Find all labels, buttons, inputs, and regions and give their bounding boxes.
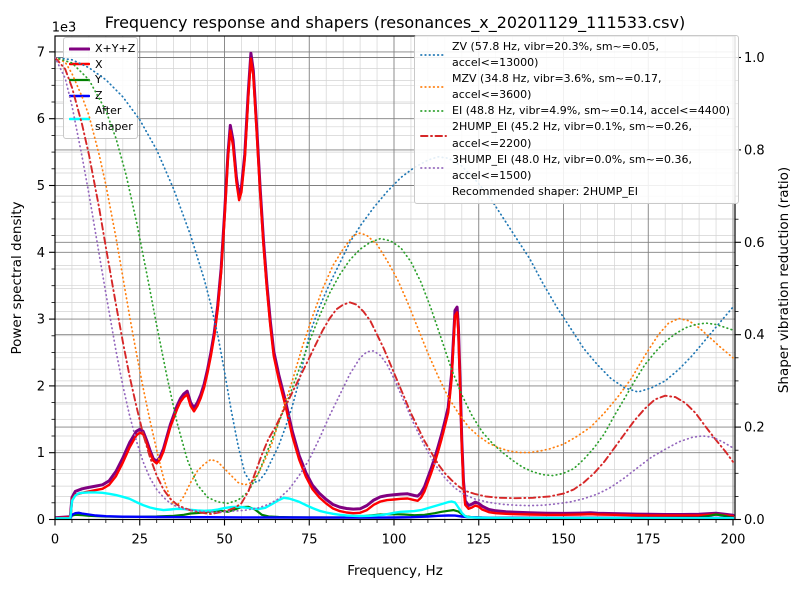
- y-axis-label-right: Shaper vibration reduction (ratio): [776, 166, 792, 394]
- legend-item-ZV: ZV (57.8 Hz, vibr=20.3%, sm~=0.05, accel…: [420, 39, 732, 71]
- y-axis-label-left: Power spectral density: [9, 201, 25, 355]
- legend-swatch-3HUMP-EI: [420, 166, 447, 169]
- legend-item-After-shaper: After shaper: [69, 103, 133, 134]
- x-tick-label: 125: [466, 533, 491, 548]
- y-left-tick-label: 3: [37, 313, 45, 328]
- y-left-tick-label: 1: [37, 446, 45, 461]
- y-left-tick-label: 4: [37, 246, 45, 261]
- x-tick-label: 25: [131, 533, 148, 548]
- legend-item-Z: Z: [69, 88, 131, 104]
- y-right-tick-label: 0.0: [744, 513, 765, 528]
- legend-shapers: ZV (57.8 Hz, vibr=20.3%, sm~=0.05, accel…: [414, 35, 739, 204]
- legend-note-label: Recommended shaper: 2HUMP_EI: [452, 184, 638, 198]
- legend-swatch-After-shaper: [69, 117, 90, 121]
- legend-swatch-Z: [69, 94, 90, 97]
- legend-item-X: X: [69, 57, 131, 73]
- legend-label: After shaper: [95, 104, 133, 133]
- y-axis-offset-label: 1e3: [51, 20, 77, 36]
- legend-swatch-EI: [420, 110, 447, 113]
- y-left-tick-label: 5: [37, 179, 45, 194]
- legend-swatch-Y: [69, 78, 90, 82]
- chart-title: Frequency response and shapers (resonanc…: [104, 13, 686, 32]
- x-tick-label: 50: [216, 533, 233, 548]
- y-left-tick-label: 7: [37, 45, 45, 60]
- legend-label: Z: [95, 88, 103, 102]
- legend-label: 2HUMP_EI (45.2 Hz, vibr=0.1%, sm~=0.26, …: [452, 120, 693, 150]
- x-axis-label: Frequency, Hz: [347, 563, 443, 579]
- y-right-tick-label: 0.4: [744, 328, 765, 343]
- y-right-tick-label: 1.0: [744, 51, 765, 66]
- legend-psd: X+Y+Z X Y Z After shaper: [63, 37, 138, 139]
- legend-swatch-X-Y-Z: [69, 47, 90, 51]
- legend-label: X: [95, 57, 103, 71]
- legend-recommended-shaper: Recommended shaper: 2HUMP_EI: [420, 184, 732, 200]
- legend-label: Y: [95, 73, 102, 87]
- legend-item-2HUMP-EI: 2HUMP_EI (45.2 Hz, vibr=0.1%, sm~=0.26, …: [420, 119, 732, 151]
- legend-item-X-Y-Z: X+Y+Z: [69, 41, 135, 57]
- legend-label: MZV (34.8 Hz, vibr=3.6%, sm~=0.17, accel…: [452, 72, 662, 102]
- x-tick-label: 200: [721, 533, 746, 548]
- legend-swatch-ZV: [420, 54, 447, 56]
- legend-item-EI: EI (48.8 Hz, vibr=4.9%, sm~=0.14, accel<…: [420, 103, 732, 119]
- legend-label: X+Y+Z: [95, 42, 136, 55]
- legend-item-MZV: MZV (34.8 Hz, vibr=3.6%, sm~=0.17, accel…: [420, 71, 732, 103]
- x-tick-label: 75: [301, 533, 318, 548]
- legend-swatch-2HUMP-EI: [420, 134, 447, 137]
- legend-swatch-MZV: [420, 86, 447, 89]
- x-tick-label: 175: [636, 533, 661, 548]
- y-left-tick-label: 2: [37, 379, 45, 394]
- x-tick-label: 150: [551, 533, 576, 548]
- y-right-tick-label: 0.2: [744, 421, 765, 436]
- x-tick-label: 0: [51, 533, 59, 548]
- legend-label: EI (48.8 Hz, vibr=4.9%, sm~=0.14, accel<…: [452, 104, 730, 118]
- y-right-tick-label: 0.8: [744, 143, 765, 158]
- y-left-tick-label: 0: [37, 513, 45, 528]
- legend-label: 3HUMP_EI (48.0 Hz, vibr=0.0%, sm~=0.36, …: [452, 152, 693, 182]
- y-left-tick-label: 6: [37, 112, 45, 127]
- legend-item-3HUMP-EI: 3HUMP_EI (48.0 Hz, vibr=0.0%, sm~=0.36, …: [420, 152, 732, 184]
- legend-item-Y: Y: [69, 72, 131, 88]
- legend-label: ZV (57.8 Hz, vibr=20.3%, sm~=0.05, accel…: [452, 40, 659, 70]
- legend-swatch-X: [69, 63, 90, 66]
- y-right-tick-label: 0.6: [744, 236, 765, 251]
- x-tick-label: 100: [382, 533, 407, 548]
- tick-labels: 0 25 50 75 100 125 150 175 200 0 1 2 3 4 5 6 7 0.0 0.2 0.4 0…: [37, 45, 765, 547]
